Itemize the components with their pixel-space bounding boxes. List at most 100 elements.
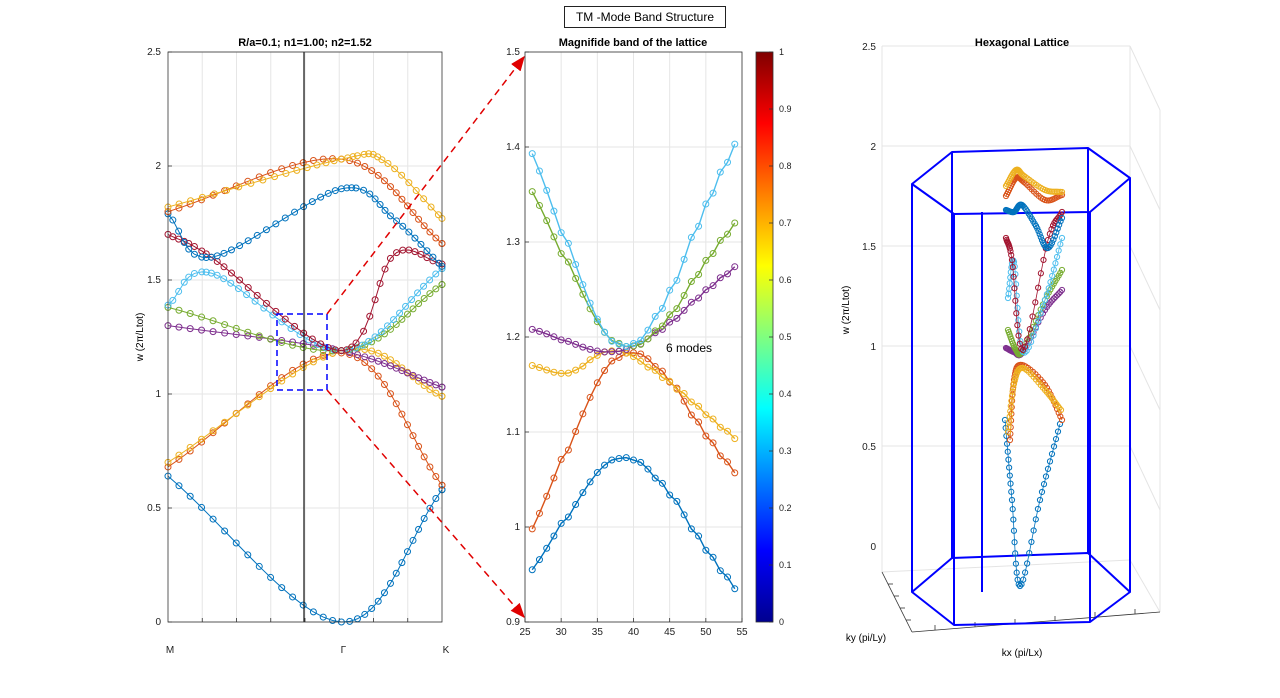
band-series-green-marker xyxy=(267,335,275,343)
magnified-series-blue-marker xyxy=(724,573,732,581)
band-series-orange-marker xyxy=(432,472,440,480)
magnified-plot-y-tick-label: 1.4 xyxy=(506,142,520,153)
lattice-3d-title: Hexagonal Lattice xyxy=(975,37,1069,49)
band-series-purple-marker xyxy=(186,325,194,333)
magnified-plot: 0.9 1 1.1 1.2 1.3 1.4 1.5 25 30 35 40 45 50 55 Magni… xyxy=(506,37,748,638)
lattice-3d-plot: 0 0.5 1 1.5 2 2.5 Hexagonal Lattice w (2π/Lto… xyxy=(841,37,1161,659)
band-series-orange-marker xyxy=(398,195,406,203)
band-series-cyan-marker xyxy=(190,269,198,277)
band-series-blue-marker xyxy=(337,185,345,193)
magnified-series-yellow-marker xyxy=(622,349,630,357)
band-series-orange-marker xyxy=(267,169,275,177)
band-series-green-marker xyxy=(409,305,417,313)
magnified-series-green-marker xyxy=(528,188,536,196)
lattice-3d-z-tick-label: 0 xyxy=(870,542,876,553)
band-series-blue-marker xyxy=(415,525,423,533)
magnified-series-yellow-marker xyxy=(695,402,703,410)
lattice-3d-band-darkred-marker xyxy=(1006,245,1013,252)
lattice-3d-band-cyan-marker xyxy=(1049,272,1056,280)
band-series-yellow-marker xyxy=(322,159,330,167)
magnified-series-green-marker xyxy=(644,335,652,343)
magnified-series-orange-marker xyxy=(695,418,703,426)
band-series-green-marker xyxy=(198,313,206,321)
band-series-darkred-marker xyxy=(348,343,356,351)
band-series-blue-marker xyxy=(185,245,193,253)
band-series-yellow-marker xyxy=(210,190,218,198)
magnified-series-cyan-marker xyxy=(593,315,601,323)
band-series-yellow-marker xyxy=(267,385,275,393)
lattice-3d-band-purple-marker xyxy=(1050,295,1057,302)
magnified-series-yellow xyxy=(528,347,739,443)
band-series-cyan-marker xyxy=(426,276,434,284)
band-series-yellow-marker xyxy=(175,200,183,208)
magnified-series-yellow-marker xyxy=(644,363,652,371)
magnified-series-green-marker xyxy=(564,258,572,266)
magnified-series-yellow-marker xyxy=(593,351,601,359)
band-series-darkred-marker xyxy=(190,243,198,251)
magnified-series-purple-marker xyxy=(702,286,710,294)
band-plot-y-ticks: 0 0.5 1 1.5 2 2.5 xyxy=(147,47,172,628)
zoom-box xyxy=(276,313,328,391)
magnified-series-yellow-marker xyxy=(564,369,572,377)
lattice-3d-band-blue-marker xyxy=(1008,496,1016,504)
lattice-3d-band-darkred-marker xyxy=(1058,208,1066,216)
lattice-3d-band-cyan-marker xyxy=(1004,294,1012,302)
magnified-plot-x-tick-label: 50 xyxy=(700,627,712,638)
band-series-purple-marker xyxy=(244,332,252,340)
band-series-orange-marker xyxy=(380,177,388,185)
lattice-3d-band-cyan-marker xyxy=(1039,303,1047,310)
magnified-series-orange-line xyxy=(531,352,736,530)
magnified-series-orange-marker xyxy=(644,355,652,363)
band-plot-y-tick-label: 2.5 xyxy=(147,47,161,58)
lattice-3d-band-blue-marker xyxy=(1036,231,1043,238)
lattice-3d-band-cyan-marker xyxy=(1012,281,1020,288)
lattice-3d-band-darkred-marker xyxy=(1015,332,1022,339)
magnified-plot-x-tick-label: 30 xyxy=(556,627,568,638)
band-series-blue-marker xyxy=(186,492,194,500)
band-series-blue-marker xyxy=(423,247,431,255)
band-series-orange-marker xyxy=(175,204,183,212)
band-series-blue-marker xyxy=(244,551,252,559)
lattice-3d-band-yellow-marker xyxy=(1009,388,1016,395)
band-series-darkred-marker xyxy=(220,263,228,271)
lattice-3d-band-cyan-marker xyxy=(1025,344,1032,351)
band-plot-frame xyxy=(167,51,443,623)
band-series-cyan-marker xyxy=(296,331,304,339)
magnified-series-yellow-marker xyxy=(637,357,645,365)
lattice-3d-band-blue-marker xyxy=(1050,236,1057,243)
magnified-series-yellow-marker xyxy=(687,398,695,406)
band-series-blue-marker xyxy=(411,234,419,242)
magnified-series-orange-marker xyxy=(724,458,732,466)
band-series-darkred-marker xyxy=(324,344,332,352)
lattice-3d-band-cyan-marker xyxy=(1052,260,1059,267)
lattice-3d-band-blue-marker xyxy=(1015,581,1022,588)
lattice-3d-band-blue-marker xyxy=(1040,481,1048,488)
lattice-3d-band-blue-marker xyxy=(1034,505,1042,513)
magnified-series-orange-marker xyxy=(637,350,645,358)
magnified-series-purple-marker xyxy=(557,336,565,344)
magnified-series-orange-marker xyxy=(630,349,637,357)
lattice-3d-band-orange-marker xyxy=(1057,413,1064,420)
magnified-plot-y-tick-label: 1.1 xyxy=(506,427,520,438)
lattice-3d-band-blue-marker xyxy=(1007,480,1014,487)
lattice-3d-band-darkred-marker xyxy=(1011,285,1018,292)
lattice-3d-band-blue-marker xyxy=(1042,473,1050,480)
lattice-3d-z-ticks: 0 0.5 1 1.5 2 2.5 xyxy=(862,42,876,553)
magnified-series-purple-marker xyxy=(680,306,688,314)
magnified-series-cyan-marker xyxy=(673,276,681,284)
magnified-series-green-marker xyxy=(680,291,688,299)
band-series-cyan-marker xyxy=(175,287,183,295)
lattice-3d-band-cyan-marker xyxy=(1006,280,1013,287)
band-series-yellow-marker xyxy=(427,203,435,211)
band-series-blue-marker xyxy=(343,184,351,192)
magnified-plot-x-tick-label: 25 xyxy=(519,627,531,638)
band-series-cyan-marker xyxy=(377,328,385,336)
magnified-plot-y-tick-label: 1.3 xyxy=(506,237,520,248)
magnified-series-cyan-marker xyxy=(630,339,637,347)
magnified-series-orange-marker xyxy=(535,509,543,517)
band-series-cyan-marker xyxy=(220,275,228,283)
band-series-orange-marker xyxy=(409,432,417,440)
lattice-3d-band-blue-marker xyxy=(1035,228,1042,235)
magnified-series-cyan-marker xyxy=(687,233,695,241)
